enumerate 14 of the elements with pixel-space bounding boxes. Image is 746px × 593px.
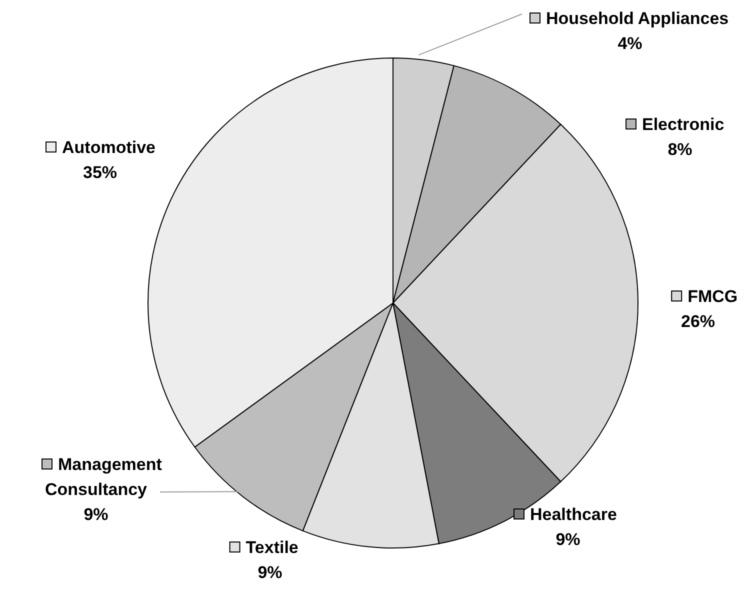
data-label: 9% bbox=[556, 530, 580, 549]
legend-label: Automotive bbox=[62, 138, 156, 157]
legend-label: Household Appliances bbox=[546, 9, 729, 28]
data-label: 9% bbox=[84, 505, 108, 524]
legend-label: Healthcare bbox=[530, 505, 617, 524]
legend-label: Management Consultancy bbox=[44, 455, 162, 499]
legend-label: Textile bbox=[246, 538, 298, 557]
legend-label: Electronic bbox=[642, 115, 724, 134]
data-label: 26% bbox=[680, 312, 716, 331]
data-label: 4% bbox=[618, 34, 642, 53]
data-label: 8% bbox=[668, 140, 692, 159]
data-label: 9% bbox=[258, 563, 282, 582]
data-label: 35% bbox=[82, 163, 118, 182]
legend-label: FMCG bbox=[688, 287, 738, 306]
